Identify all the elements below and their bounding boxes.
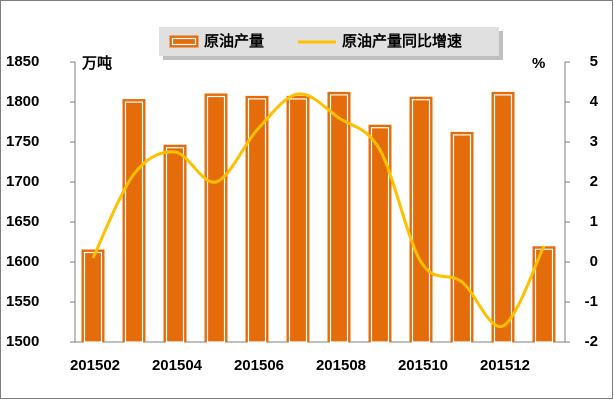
y-tick-label: 1650 bbox=[6, 213, 39, 230]
bar bbox=[286, 95, 310, 343]
bar-inner-outline bbox=[452, 134, 472, 343]
x-tick-label: 201512 bbox=[480, 357, 530, 374]
bar-inner-outline bbox=[165, 147, 185, 343]
bar bbox=[204, 93, 228, 343]
legend-swatch bbox=[169, 35, 199, 48]
y-tick-label: 1850 bbox=[6, 53, 39, 70]
y-tick-label: 1550 bbox=[6, 293, 39, 310]
bar bbox=[409, 96, 433, 343]
bar-inner-outline bbox=[247, 98, 267, 343]
bar bbox=[491, 91, 515, 343]
y2-tick-label: 2 bbox=[590, 173, 598, 190]
x-tick-label: 201510 bbox=[398, 357, 448, 374]
bar-inner-outline bbox=[411, 99, 431, 343]
y-axis-label: 万吨 bbox=[81, 54, 112, 72]
y-tick-label: 1600 bbox=[6, 253, 39, 270]
bar bbox=[450, 131, 474, 343]
bar bbox=[122, 99, 146, 343]
x-tick-label: 201504 bbox=[152, 357, 203, 374]
bar bbox=[245, 95, 269, 343]
line bbox=[91, 92, 546, 328]
bar-inner-outline bbox=[124, 101, 144, 343]
x-tick-label: 201508 bbox=[316, 357, 366, 374]
y2-tick-label: 4 bbox=[590, 93, 599, 110]
bar bbox=[368, 124, 392, 343]
bar-inner-outline bbox=[206, 95, 226, 343]
y-tick-label: 1800 bbox=[6, 93, 39, 110]
y2-tick-label: -2 bbox=[585, 333, 598, 350]
y-tick-label: 1500 bbox=[6, 333, 39, 350]
bar bbox=[81, 249, 105, 343]
bar-inner-outline bbox=[370, 127, 390, 343]
bar-inner-outline bbox=[493, 94, 513, 343]
x-tick-label: 201506 bbox=[234, 357, 284, 374]
bar-inner-outline bbox=[329, 94, 349, 343]
bar-inner-outline bbox=[83, 251, 103, 343]
y2-axis-label: % bbox=[532, 55, 545, 72]
y-tick-label: 1750 bbox=[6, 133, 39, 150]
x-tick-label: 201502 bbox=[70, 357, 120, 374]
y2-tick-label: 1 bbox=[590, 213, 598, 230]
legend-label: 原油产量同比增速 bbox=[342, 32, 462, 50]
y2-tick-label: 0 bbox=[590, 253, 598, 270]
y-tick-label: 1700 bbox=[6, 173, 39, 190]
bar bbox=[163, 144, 187, 343]
bar bbox=[327, 91, 351, 343]
bar-inner-outline bbox=[288, 98, 308, 343]
legend-label: 原油产量 bbox=[204, 32, 264, 50]
legend-swatch-inner bbox=[171, 37, 197, 46]
y2-tick-label: 5 bbox=[590, 53, 598, 70]
y2-tick-label: -1 bbox=[585, 293, 598, 310]
y2-tick-label: 3 bbox=[590, 133, 598, 150]
